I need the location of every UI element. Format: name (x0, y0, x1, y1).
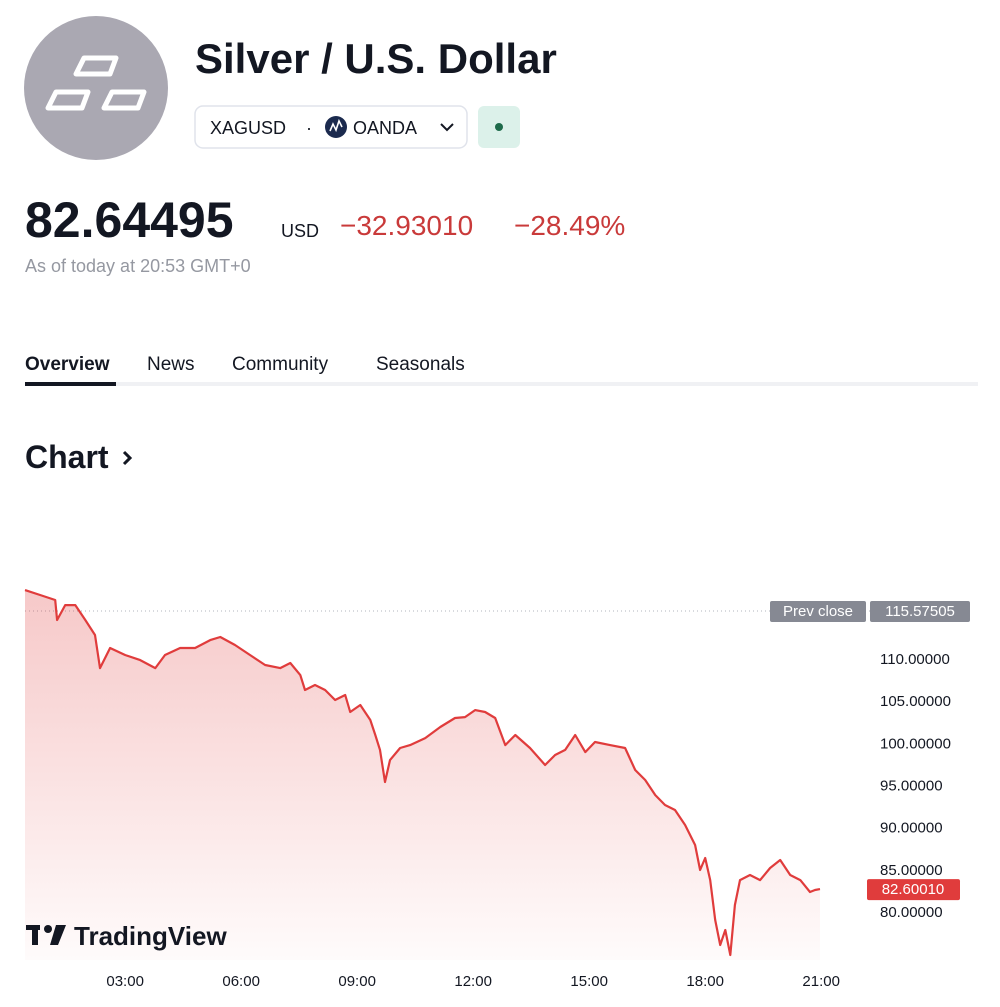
prev-close-value-badge (870, 601, 970, 623)
change: −32.93010 (340, 210, 473, 241)
chart: 80.00000 85.00000 90.00000 95.00000 100.0000… (24, 589, 970, 990)
branding-logo (26, 925, 66, 945)
price-line (24, 589, 821, 957)
exchange: OANDA (353, 118, 417, 138)
y-tick-label: 100.00000 (880, 735, 951, 752)
x-tick-label: 21:00 (802, 973, 840, 990)
x-tick-label: 15:00 (570, 973, 608, 990)
as-of: As of today at 20:53 GMT+0 (25, 256, 251, 276)
branding: TradingView (74, 921, 227, 951)
tab-rail (25, 382, 978, 386)
x-tick-label: 12:00 (454, 973, 492, 990)
tab[interactable]: Overview (25, 354, 110, 375)
last-value-badge (867, 879, 960, 901)
tab[interactable]: Community (232, 354, 329, 375)
y-tick-label: 95.00000 (880, 778, 943, 795)
tab-active-indicator (25, 382, 116, 386)
tab[interactable]: Seasonals (376, 354, 465, 375)
y-tick-label: 80.00000 (880, 904, 943, 921)
symbol-selector[interactable]: XAGUSD · OANDA (194, 105, 468, 149)
page-title: Silver / U.S. Dollar (195, 35, 557, 82)
symbol: XAGUSD (210, 118, 286, 138)
y-tick-label: 105.00000 (880, 693, 951, 710)
change-percent: −28.49% (514, 210, 625, 241)
x-tick-label: 18:00 (686, 973, 724, 990)
y-tick-label: 85.00000 (880, 862, 943, 879)
tabs: Overview News Community Seasonals (25, 354, 465, 375)
tab[interactable]: News (147, 354, 195, 375)
last-value-label: 82.60010 (882, 881, 945, 898)
chart-link[interactable]: Chart (25, 439, 133, 475)
price: 82.64495 (25, 192, 234, 248)
x-tick-label: 03:00 (106, 973, 144, 990)
prev-close-value: 115.57505 (885, 603, 955, 620)
y-tick-label: 90.00000 (880, 820, 943, 837)
prev-close-name: Prev close (783, 603, 853, 620)
section-title: Chart (25, 439, 109, 475)
y-tick-label: 110.00000 (880, 651, 950, 668)
x-tick-label: 09:00 (338, 973, 376, 990)
currency: USD (281, 221, 319, 241)
symbol-icon (24, 16, 168, 160)
x-tick-label: 06:00 (222, 973, 260, 990)
separator: · (306, 118, 312, 138)
market-status[interactable] (478, 106, 520, 148)
prev-close-badge (770, 601, 866, 623)
price-area (25, 590, 820, 960)
